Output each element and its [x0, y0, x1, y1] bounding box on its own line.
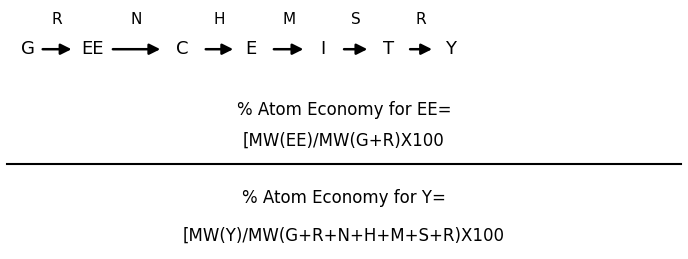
Text: H: H — [214, 12, 225, 27]
Text: % Atom Economy for Y=: % Atom Economy for Y= — [242, 189, 446, 207]
Text: M: M — [282, 12, 295, 27]
Text: G: G — [21, 40, 34, 58]
Text: S: S — [351, 12, 361, 27]
Text: N: N — [131, 12, 142, 27]
Text: I: I — [321, 40, 326, 58]
Text: R: R — [416, 12, 427, 27]
Text: E: E — [246, 40, 257, 58]
Text: C: C — [176, 40, 189, 58]
Text: T: T — [383, 40, 394, 58]
Text: Y: Y — [445, 40, 456, 58]
Text: R: R — [52, 12, 63, 27]
Text: % Atom Economy for EE=: % Atom Economy for EE= — [237, 101, 451, 119]
Text: EE: EE — [82, 40, 104, 58]
Text: [MW(Y)/MW(G+R+N+H+M+S+R)X100: [MW(Y)/MW(G+R+N+H+M+S+R)X100 — [183, 227, 505, 245]
Text: [MW(EE)/MW(G+R)X100: [MW(EE)/MW(G+R)X100 — [243, 132, 445, 150]
